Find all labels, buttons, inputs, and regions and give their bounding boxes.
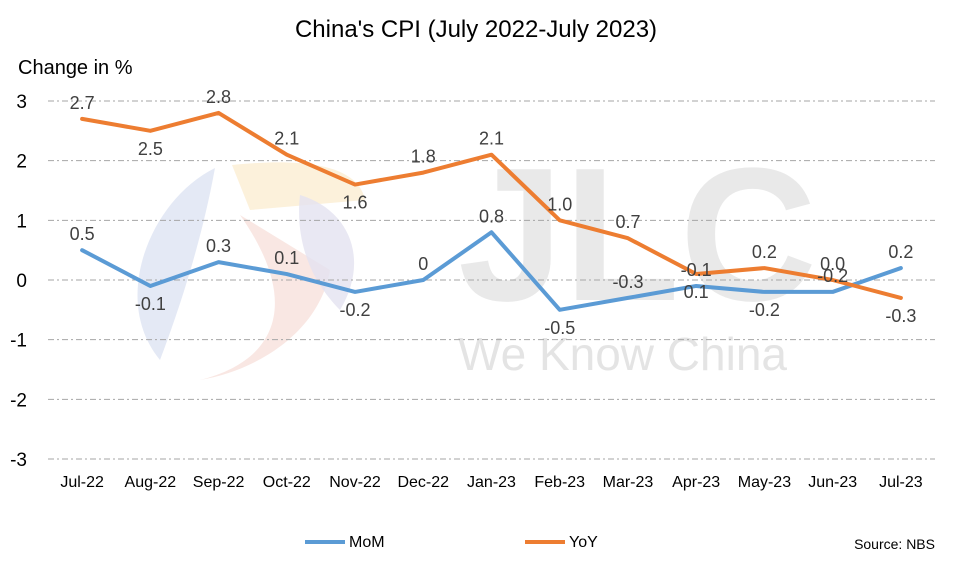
- x-tick-label: Sep-22: [193, 474, 245, 491]
- data-label-mom: 0.3: [206, 236, 231, 256]
- data-label-yoy: -0.3: [885, 306, 916, 326]
- data-label-mom: -0.1: [681, 260, 712, 280]
- data-label-yoy: 2.5: [138, 139, 163, 159]
- x-tick-label: Nov-22: [329, 474, 381, 491]
- source-note: Source: NBS: [854, 536, 935, 552]
- data-label-mom: -0.1: [135, 294, 166, 314]
- chart-title: China's CPI (July 2022-July 2023): [295, 16, 657, 43]
- data-label-yoy: 2.1: [479, 129, 504, 149]
- data-label-mom: -0.2: [340, 300, 371, 320]
- y-axis-label: Change in %: [18, 57, 133, 79]
- data-label-yoy: 0.2: [752, 242, 777, 262]
- x-axis-ticks: Jul-22 Aug-22 Sep-22 Oct-22 Nov-22 Dec-22 Jan-…: [60, 474, 922, 491]
- y-tick-label: -1: [10, 331, 27, 352]
- y-axis-ticks: 3 2 1 0 -1 -2 -3: [10, 92, 27, 471]
- watermark-logo-purple-shape: [299, 195, 355, 310]
- legend-label-yoy: YoY: [569, 534, 598, 551]
- x-tick-label: Jul-22: [60, 474, 104, 491]
- data-label-yoy: 1.6: [343, 193, 368, 213]
- x-tick-label: Feb-23: [534, 474, 585, 491]
- watermark-logo-red-shape: [200, 215, 330, 380]
- watermark-logo-blue-shape: [137, 168, 215, 360]
- x-tick-label: Oct-22: [263, 474, 311, 491]
- series-line-mom: [80, 230, 903, 312]
- watermark-letters: JLC: [458, 129, 817, 341]
- x-tick-label: Dec-22: [397, 474, 449, 491]
- y-tick-label: 1: [16, 211, 27, 232]
- x-tick-label: Jun-23: [808, 474, 857, 491]
- data-label-mom: 0: [418, 254, 428, 274]
- data-label-mom: -0.5: [544, 318, 575, 338]
- data-label-yoy: 2.7: [70, 93, 95, 113]
- legend-label-mom: MoM: [349, 534, 385, 551]
- data-label-yoy: 0.7: [615, 212, 640, 232]
- gridlines: [48, 100, 935, 460]
- y-tick-label: 3: [16, 92, 27, 113]
- data-labels: 0.5 -0.1 0.3 0.1 -0.2 0 0.8 -0.5 -0.3 -0.1 -0.2 -0.…: [70, 87, 917, 338]
- y-tick-label: 2: [16, 152, 27, 173]
- data-label-mom: 0.5: [70, 224, 95, 244]
- jlc-watermark: JLC We Know China: [137, 129, 817, 380]
- x-tick-label: Aug-22: [125, 474, 177, 491]
- data-label-mom: -0.3: [612, 272, 643, 292]
- legend: MoM YoY: [305, 534, 598, 551]
- data-label-yoy: 2.1: [274, 129, 299, 149]
- x-tick-label: May-23: [738, 474, 791, 491]
- data-label-mom: 0.1: [274, 248, 299, 268]
- watermark-tagline: We Know China: [458, 328, 787, 380]
- x-tick-label: Apr-23: [672, 474, 720, 491]
- data-label-yoy: 1.8: [411, 147, 436, 167]
- data-label-mom: 0.2: [888, 242, 913, 262]
- series-line-yoy: [80, 110, 903, 300]
- data-label-mom: -0.2: [817, 266, 848, 286]
- x-tick-label: Jul-23: [879, 474, 923, 491]
- series-lines: [80, 110, 903, 312]
- y-tick-label: 0: [16, 271, 27, 292]
- data-label-mom: 0.8: [479, 206, 504, 226]
- data-label-yoy: 1.0: [547, 194, 572, 214]
- data-label-yoy: 0.0: [820, 254, 845, 274]
- data-label-yoy: 0.1: [684, 282, 709, 302]
- x-tick-label: Mar-23: [603, 474, 654, 491]
- y-tick-label: -2: [10, 390, 27, 411]
- y-tick-label: -3: [10, 450, 27, 471]
- x-tick-label: Jan-23: [467, 474, 516, 491]
- data-label-mom: -0.2: [749, 300, 780, 320]
- data-label-yoy: 2.8: [206, 87, 231, 107]
